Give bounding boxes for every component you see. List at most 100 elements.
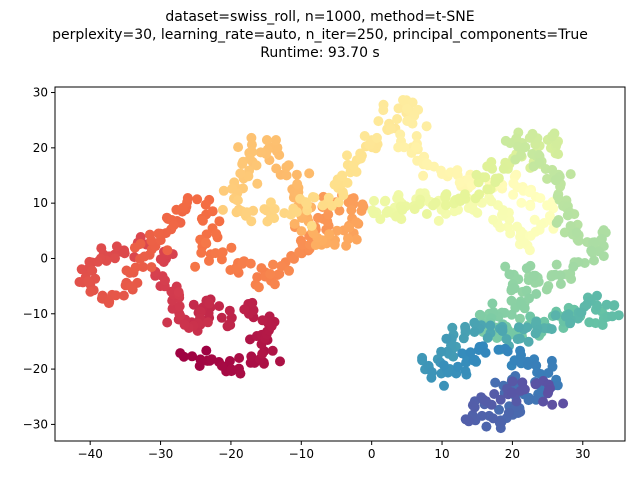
scatter-point <box>218 185 229 196</box>
scatter-point <box>246 216 257 227</box>
scatter-point <box>247 297 258 308</box>
chart-title-line-1: dataset=swiss_roll, n=1000, method=t-SNE <box>165 9 474 25</box>
scatter-point <box>126 281 137 292</box>
scatter-point <box>558 398 569 409</box>
scatter-point <box>521 285 532 296</box>
scatter-point <box>275 356 285 367</box>
scatter-point <box>246 351 257 362</box>
scatter-point <box>509 283 520 294</box>
scatter-point <box>459 189 470 200</box>
y-tick-label: 30 <box>33 86 48 100</box>
scatter-point <box>528 270 539 281</box>
scatter-point <box>524 187 535 198</box>
scatter-point <box>283 160 294 171</box>
scatter-point <box>494 404 504 415</box>
scatter-point <box>243 171 254 182</box>
scatter-point <box>337 171 348 182</box>
y-axis: −30 −20 −10 0 10 20 30 <box>23 86 55 431</box>
scatter-point <box>96 243 107 254</box>
scatter-point <box>214 216 225 227</box>
plot-area-frame <box>54 86 626 442</box>
scatter-point <box>550 310 561 321</box>
scatter-point <box>490 177 501 188</box>
scatter-point <box>589 255 599 266</box>
scatter-point <box>421 121 432 132</box>
scatter-point <box>380 195 391 206</box>
scatter-point <box>235 168 246 179</box>
scatter-point <box>342 177 353 188</box>
scatter-point <box>206 354 217 365</box>
scatter-point <box>541 284 552 295</box>
scatter-point <box>521 263 532 274</box>
scatter-point <box>516 197 527 208</box>
chart-title-line-2: perplexity=30, learning_rate=auto, n_ite… <box>52 27 588 43</box>
scatter-points <box>74 95 624 434</box>
scatter-point <box>519 384 530 395</box>
scatter-point <box>571 227 582 238</box>
scatter-point <box>329 239 340 250</box>
scatter-point <box>409 204 420 215</box>
scatter-point <box>308 228 319 239</box>
scatter-point <box>411 142 422 153</box>
scatter-point <box>178 351 189 362</box>
scatter-point <box>458 333 469 344</box>
scatter-point <box>469 354 480 365</box>
scatter-point <box>351 234 362 245</box>
scatter-point <box>576 307 587 318</box>
scatter-point <box>486 196 497 207</box>
scatter-point <box>261 135 272 145</box>
scatter-point <box>482 184 493 195</box>
scatter-point <box>503 407 514 418</box>
scatter-point <box>192 194 203 205</box>
scatter-point <box>516 350 526 361</box>
scatter-point <box>472 207 483 218</box>
scatter-point <box>342 150 352 161</box>
scatter-point <box>487 298 498 309</box>
scatter-point <box>344 222 355 233</box>
scatter-point <box>233 142 244 153</box>
scatter-point <box>267 345 278 356</box>
scatter-point <box>592 290 602 301</box>
scatter-point <box>449 206 460 217</box>
scatter-point <box>547 399 558 410</box>
scatter-point <box>508 189 519 200</box>
scatter-point <box>217 204 228 215</box>
scatter-point <box>507 376 518 387</box>
scatter-point <box>211 228 222 239</box>
scatter-point <box>475 309 486 320</box>
scatter-point <box>510 154 521 165</box>
scatter-point <box>584 317 595 328</box>
scatter-point <box>502 346 513 357</box>
scatter-point <box>519 303 530 314</box>
scatter-point <box>166 286 177 297</box>
scatter-point <box>204 255 214 266</box>
scatter-point <box>527 128 538 139</box>
scatter-point <box>153 228 164 239</box>
scatter-point <box>111 241 122 252</box>
scatter-point <box>538 396 549 407</box>
scatter-point <box>177 202 188 213</box>
x-tick-label: −20 <box>218 447 243 461</box>
scatter-point <box>589 237 600 248</box>
scatter-point <box>257 315 268 326</box>
scatter-point <box>553 149 564 160</box>
scatter-point <box>252 272 263 283</box>
scatter-point <box>542 173 553 184</box>
scatter-point <box>465 347 476 358</box>
scatter-point <box>500 261 511 272</box>
scatter-point <box>269 279 280 290</box>
scatter-point <box>237 159 248 169</box>
scatter-point <box>334 205 345 216</box>
scatter-point <box>428 200 438 211</box>
scatter-point <box>436 346 447 357</box>
scatter-point <box>421 209 432 219</box>
scatter-point <box>110 253 120 264</box>
scatter-point <box>495 394 506 405</box>
scatter-point <box>550 175 561 186</box>
scatter-point <box>323 192 334 203</box>
scatter-point <box>187 351 198 362</box>
scatter-point <box>207 206 218 217</box>
scatter-point <box>550 269 560 280</box>
scatter-point <box>274 268 285 279</box>
scatter-point <box>411 131 422 141</box>
